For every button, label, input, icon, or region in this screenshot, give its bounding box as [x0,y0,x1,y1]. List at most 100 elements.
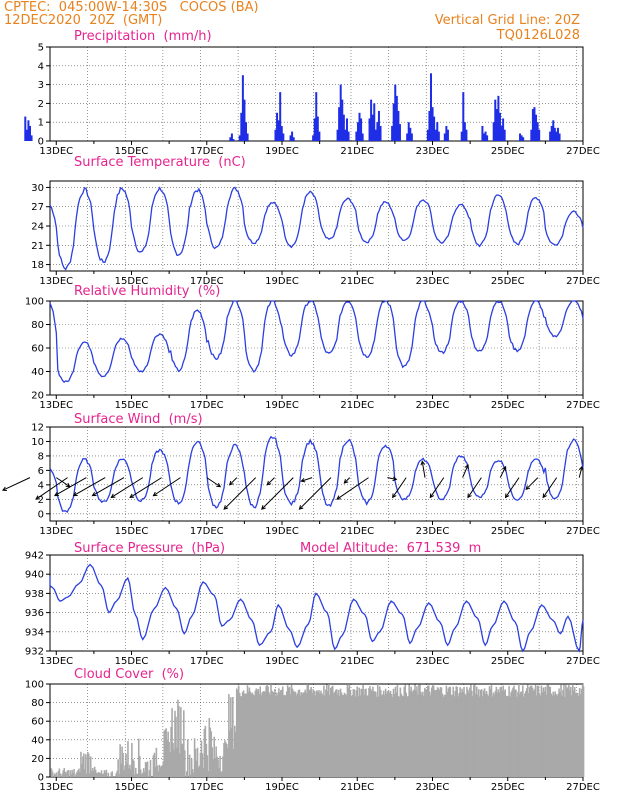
cloud-bar [572,690,575,777]
cloud-bar [357,696,360,777]
y-tick-label: 24 [31,222,44,233]
cloud-bar [58,768,61,777]
cloud-bar [179,753,181,777]
precip-bar [292,137,295,141]
cloud-bar [251,692,254,777]
precip-bar [426,129,429,141]
cloud-bar [376,696,378,777]
cloud-bar [361,689,363,777]
x-date-label: 25DEC [491,526,525,537]
cloud-bar [444,694,447,777]
y-tick-label: 18 [31,260,44,271]
wind-arrow-head [261,505,266,510]
temp-title: Surface Temperature (nC) [74,155,246,170]
cloud-bar [339,688,342,777]
cloud-bar [499,687,502,777]
cloud-bar [80,751,82,777]
wind-arrow-head [578,465,584,471]
cloud-bar [78,768,80,777]
cloud-bar [466,686,468,777]
cloud-bar [332,693,335,777]
cloud-bar [424,687,426,777]
cloud-bar [448,686,451,777]
cloud-bar [496,692,499,777]
cloud-bar [391,696,394,777]
cloud-bar [348,684,351,777]
wind-arrow [387,477,397,480]
x-date-label: 13DEC [39,782,73,793]
precip-title: Precipitation (mm/h) [74,29,212,44]
humidity-line [49,299,584,383]
precip-bar [246,133,249,141]
pressure-line [49,563,584,653]
header-datetime: 12DEC2020 20Z (GMT) [4,13,163,28]
cloud-bar [535,695,538,777]
x-date-label: 23DEC [416,782,450,793]
cloud-bar [248,687,251,777]
cloud-bar [133,760,135,777]
cloud-bar [105,769,108,777]
cloud-bar [196,747,199,777]
x-date-label: 27DEC [566,276,600,287]
cloud-bar [173,749,175,777]
cloud-bar [461,688,463,777]
cloud-bar [558,688,560,777]
cloud-bar [530,685,533,777]
cloud-bar [446,692,449,777]
cloud-bar [199,752,202,777]
x-date-label: 19DEC [265,400,299,411]
cloud-bar [290,684,293,777]
cloud-bar [269,694,271,777]
cloud-bar [338,695,341,777]
cloud-bar [69,770,71,777]
precip-bar [347,131,350,141]
panel-frame [49,554,584,652]
cloud-bar [422,691,424,777]
cloud-bar [174,710,176,777]
wind-arrow-head [542,493,547,499]
wind-arrow [299,477,332,510]
cloud-bar [239,696,242,777]
cloud-bar [365,688,367,777]
x-date-label: 19DEC [265,526,299,537]
cloud-bar [390,694,393,777]
cloud-bar [371,690,373,777]
y-tick-label: 60 [31,344,44,355]
cloud-bar [197,767,200,777]
cloud-bar [418,684,420,777]
cloud-bar [138,755,141,777]
x-date-label: 23DEC [416,146,450,157]
cloud-bar [372,686,374,777]
cloud-bar [260,695,263,777]
cloud-bar [388,692,391,777]
y-tick-label: 0 [38,773,44,784]
cloud-bar [298,689,301,777]
cloud-bar [473,685,475,777]
cloud-bar [276,692,278,777]
cloud-bar [351,695,354,777]
cloud-bar [453,696,456,777]
wind-arrow [153,477,181,497]
cloud-bar [414,684,416,777]
cloud-bar [77,770,79,777]
cloud-bar [318,690,320,777]
cloud-bar [243,693,246,777]
cloud-bar [378,686,381,777]
rh-title: Relative Humidity (%) [74,284,221,299]
cloud-bar [381,694,384,777]
precip-bar [315,92,318,141]
x-date-label: 15DEC [115,146,149,157]
cloud-bar [385,693,388,777]
cloud-bar [325,689,327,777]
precip-bar [27,120,30,141]
wind-arrow-head [420,460,426,466]
cloud-bar [349,689,352,777]
cloud-bar [366,695,368,777]
precip-bar [338,107,341,141]
cloud-bar [301,693,304,777]
cloud-bar [503,690,505,777]
cloud-bar [561,695,563,777]
precip-bar [500,125,503,141]
cloud-bar [143,771,146,777]
cloud-bar [55,772,58,777]
